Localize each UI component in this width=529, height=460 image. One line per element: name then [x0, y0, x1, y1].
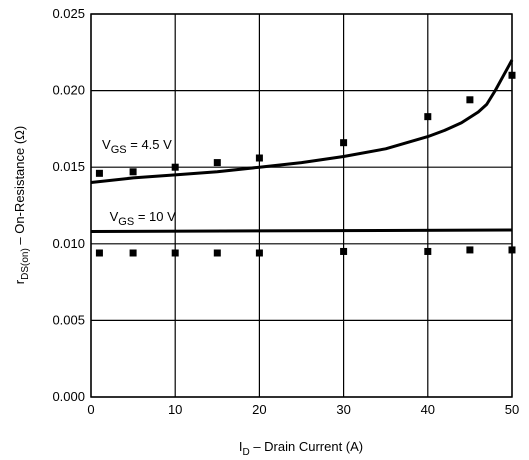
y-tick-label: 0.025	[52, 6, 85, 21]
data-point	[129, 249, 137, 257]
series-group: VGS = 4.5 V VGS = 10 V	[90, 59, 516, 257]
data-point	[466, 246, 474, 254]
data-point	[171, 163, 179, 171]
y-tick-label: 0.000	[52, 389, 85, 404]
data-point	[95, 169, 103, 177]
x-tick-label: 0	[87, 402, 94, 417]
data-point	[424, 247, 432, 255]
series-label-0: VGS = 4.5 V	[102, 137, 172, 156]
data-point	[171, 249, 179, 257]
plot-background	[91, 14, 512, 397]
y-tick-label: 0.020	[52, 83, 85, 98]
x-tick-label: 20	[252, 402, 266, 417]
y-tick-label: 0.010	[52, 236, 85, 251]
data-point	[340, 247, 348, 255]
x-tick-label: 10	[168, 402, 182, 417]
x-tick-labels: 0 10 20 30 40 50	[87, 402, 519, 417]
series-label-1: VGS = 10 V	[110, 209, 176, 228]
y-tick-labels: 0.000 0.005 0.010 0.015 0.020 0.025	[52, 6, 85, 404]
data-point	[424, 113, 432, 121]
plot-frame	[90, 13, 513, 398]
data-point	[466, 96, 474, 104]
y-tick-label: 0.005	[52, 312, 85, 327]
x-tick-label: 50	[505, 402, 519, 417]
data-point	[340, 139, 348, 147]
x-tick-label: 40	[421, 402, 435, 417]
data-point	[255, 154, 263, 162]
data-point	[213, 159, 221, 167]
y-tick-label: 0.015	[52, 159, 85, 174]
data-point	[213, 249, 221, 257]
data-point	[129, 168, 137, 176]
series-line-0	[90, 59, 514, 184]
data-point	[255, 249, 263, 257]
y-axis-label: rDS(on) – On-Resistance (Ω)	[12, 126, 31, 284]
x-tick-label: 30	[336, 402, 350, 417]
data-point	[95, 249, 103, 257]
series-line-1	[90, 228, 513, 233]
x-axis-label: ID – Drain Current (A)	[239, 439, 363, 458]
